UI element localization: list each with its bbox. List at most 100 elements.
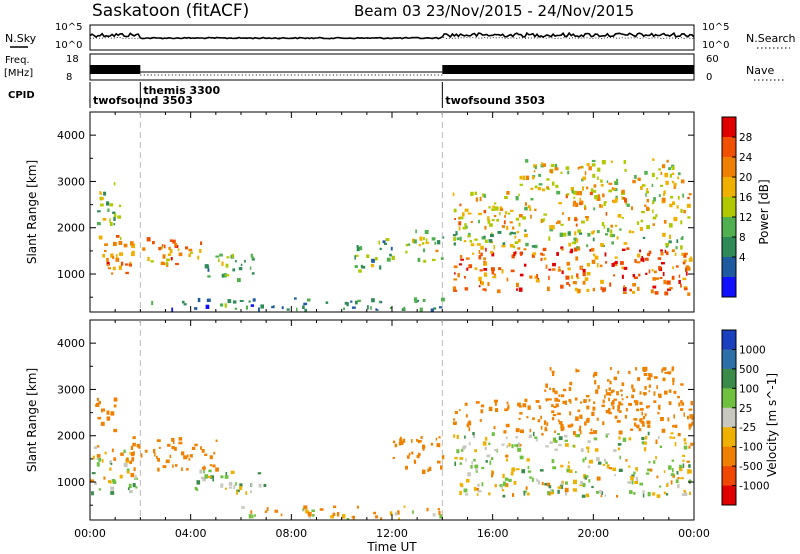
data-cell bbox=[640, 418, 643, 421]
data-cell bbox=[430, 308, 434, 312]
data-cell bbox=[154, 453, 156, 457]
data-cell bbox=[577, 288, 581, 293]
data-cell bbox=[113, 182, 116, 186]
data-cell bbox=[655, 456, 657, 460]
data-cell bbox=[671, 275, 675, 280]
data-cell bbox=[586, 244, 589, 248]
data-cell bbox=[579, 414, 583, 419]
power-heatmap bbox=[96, 158, 693, 312]
xtick-label: 16:00 bbox=[477, 527, 509, 540]
data-cell bbox=[513, 251, 516, 257]
nsky-tick-top: 10^5 bbox=[55, 22, 82, 33]
colorbar-frame bbox=[721, 329, 737, 506]
data-cell bbox=[112, 241, 117, 247]
data-cell bbox=[115, 257, 120, 262]
data-cell bbox=[200, 241, 203, 245]
data-cell bbox=[618, 410, 622, 413]
data-cell bbox=[359, 246, 363, 251]
data-cell bbox=[151, 300, 154, 306]
data-cell bbox=[582, 176, 586, 181]
data-cell bbox=[237, 278, 241, 283]
data-cell bbox=[486, 454, 491, 458]
data-cell bbox=[649, 468, 653, 472]
data-cell bbox=[676, 205, 679, 209]
data-cell bbox=[516, 230, 519, 234]
data-cell bbox=[453, 265, 458, 269]
data-cell bbox=[652, 216, 657, 220]
nsky-label: N.Sky bbox=[5, 32, 37, 45]
data-cell bbox=[485, 436, 488, 441]
data-cell bbox=[648, 269, 651, 274]
data-cell bbox=[475, 401, 480, 404]
data-cell bbox=[580, 266, 583, 269]
data-cell bbox=[104, 249, 107, 253]
data-cell bbox=[663, 470, 666, 474]
data-cell bbox=[635, 476, 638, 482]
data-cell bbox=[201, 449, 205, 453]
data-cell bbox=[432, 513, 436, 517]
data-cell bbox=[642, 236, 646, 239]
data-cell bbox=[394, 443, 398, 448]
nsky-tick-bottom: 10^0 bbox=[55, 40, 82, 51]
data-cell bbox=[119, 204, 122, 208]
data-cell bbox=[564, 439, 568, 442]
data-cell bbox=[488, 239, 493, 243]
data-cell bbox=[518, 417, 521, 420]
data-cell bbox=[190, 251, 193, 254]
data-cell bbox=[212, 464, 216, 468]
data-cell bbox=[666, 483, 669, 487]
data-cell bbox=[586, 446, 590, 450]
data-cell bbox=[573, 431, 576, 436]
data-cell bbox=[517, 239, 521, 243]
data-cell bbox=[351, 306, 356, 309]
data-cell bbox=[152, 241, 155, 245]
data-cell bbox=[494, 449, 498, 452]
data-cell bbox=[528, 434, 533, 439]
data-cell bbox=[586, 418, 590, 423]
data-cell bbox=[493, 202, 497, 205]
data-cell bbox=[600, 495, 603, 498]
data-cell bbox=[101, 197, 104, 200]
data-cell bbox=[107, 267, 112, 270]
data-cell bbox=[503, 220, 506, 225]
data-cell bbox=[526, 492, 530, 496]
data-cell bbox=[545, 398, 548, 402]
data-cell bbox=[296, 307, 298, 312]
data-cell bbox=[669, 287, 673, 290]
data-cell bbox=[567, 276, 570, 279]
data-cell bbox=[577, 167, 580, 170]
data-cell bbox=[646, 199, 650, 203]
data-cell bbox=[416, 438, 419, 442]
data-cell bbox=[423, 236, 425, 241]
data-cell bbox=[414, 300, 418, 303]
data-cell bbox=[123, 243, 128, 248]
data-cell bbox=[584, 421, 587, 426]
data-cell bbox=[592, 406, 596, 411]
data-cell bbox=[162, 254, 166, 259]
data-cell bbox=[479, 419, 482, 422]
data-cell bbox=[202, 477, 206, 482]
data-cell bbox=[549, 387, 551, 390]
data-cell bbox=[494, 401, 497, 406]
data-cell bbox=[668, 167, 672, 171]
data-cell bbox=[502, 494, 506, 498]
data-cell bbox=[403, 306, 406, 311]
data-cell bbox=[177, 248, 180, 251]
data-cell bbox=[541, 482, 544, 486]
data-cell bbox=[515, 468, 520, 471]
data-cell bbox=[196, 488, 199, 491]
data-cell bbox=[454, 461, 457, 466]
data-cell bbox=[481, 482, 484, 487]
colorbar-swatch bbox=[722, 157, 736, 178]
data-cell bbox=[167, 443, 171, 447]
data-cell bbox=[688, 423, 692, 428]
data-cell bbox=[641, 411, 643, 416]
data-cell bbox=[605, 461, 608, 465]
data-cell bbox=[516, 443, 519, 448]
data-cell bbox=[307, 512, 312, 517]
data-cell bbox=[546, 482, 551, 487]
data-cell bbox=[551, 417, 555, 421]
data-cell bbox=[680, 208, 683, 213]
data-cell bbox=[239, 300, 244, 302]
data-cell bbox=[505, 436, 508, 439]
